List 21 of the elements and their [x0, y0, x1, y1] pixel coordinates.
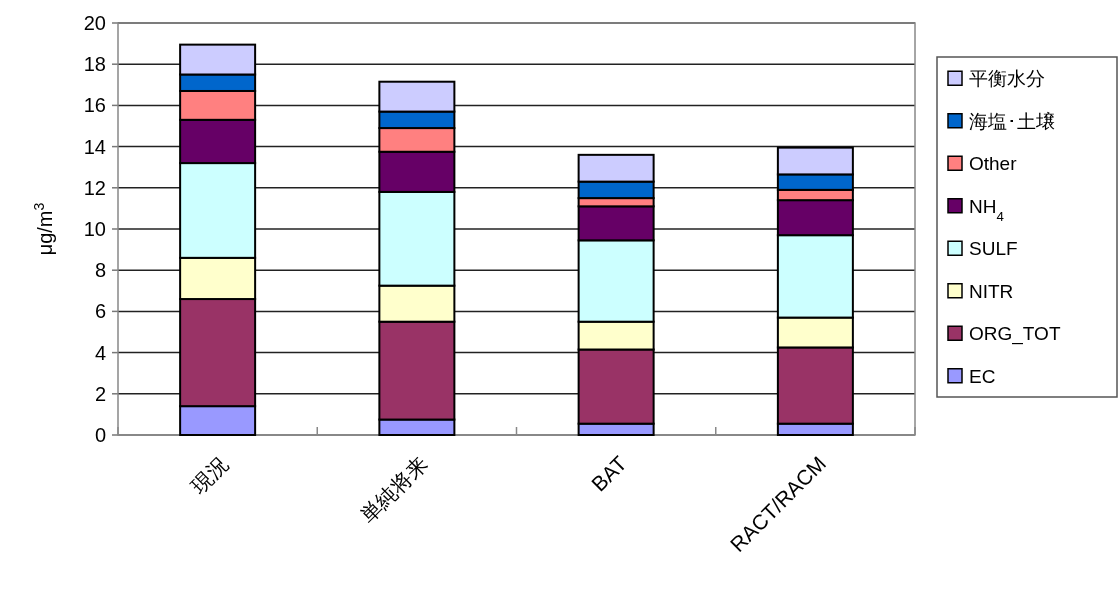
y-tick-label: 4 — [94, 341, 106, 364]
y-tick-label: 2 — [94, 382, 106, 405]
y-tick-label: 14 — [83, 135, 106, 158]
legend-label: Other — [969, 153, 1018, 175]
y-tick-label: 6 — [94, 300, 106, 323]
y-tick-label: 20 — [83, 12, 106, 34]
legend-label: NH$_{4}$ — [969, 195, 1004, 224]
legend-label: ORG_TOT — [969, 323, 1061, 346]
x-tick-label: 単純将来 — [356, 451, 432, 528]
legend-label: 海塩･土壌 — [969, 110, 1055, 132]
legend-label: SULF — [969, 238, 1018, 260]
y-tick-label: 0 — [94, 424, 106, 446]
y-tick-label: 8 — [94, 259, 106, 282]
x-tick-label: 現況 — [186, 451, 233, 498]
y-tick-label: 16 — [83, 94, 106, 117]
y-tick-label: 12 — [83, 176, 106, 199]
y-tick-label: 18 — [83, 53, 106, 76]
legend-label: EC — [969, 365, 996, 387]
y-tick-label: 10 — [83, 218, 106, 240]
legend-label: 平衡水分 — [969, 68, 1045, 90]
legend-label: NITR — [969, 280, 1014, 302]
